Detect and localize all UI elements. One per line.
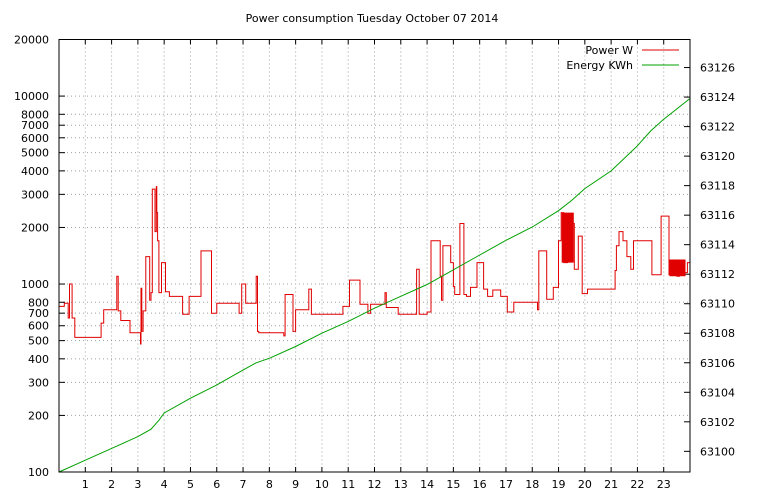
legend: Power W Energy KWh bbox=[566, 44, 679, 72]
y2-tick-label: 63122 bbox=[700, 121, 735, 134]
x-tick-label: 14 bbox=[420, 478, 434, 491]
x-tick-label: 19 bbox=[552, 478, 566, 491]
y2-tick-label: 63100 bbox=[700, 445, 735, 458]
x-tick-label: 15 bbox=[446, 478, 460, 491]
x-tick-label: 1 bbox=[82, 478, 89, 491]
x-tick-label: 9 bbox=[292, 478, 299, 491]
y2-tick-label: 63118 bbox=[700, 180, 735, 193]
y-tick-label: 400 bbox=[28, 353, 49, 366]
x-tick-label: 6 bbox=[213, 478, 220, 491]
x-tick-label: 7 bbox=[240, 478, 247, 491]
y2-tick-label: 63110 bbox=[700, 298, 735, 311]
y-tick-label: 1000 bbox=[21, 278, 49, 291]
y-tick-label: 6000 bbox=[21, 132, 49, 145]
y2-tick-label: 63120 bbox=[700, 150, 735, 163]
x-tick-label: 22 bbox=[630, 478, 644, 491]
power-spike-burst bbox=[561, 212, 574, 263]
x-tick-label: 10 bbox=[315, 478, 329, 491]
y-tick-label: 2000 bbox=[21, 221, 49, 234]
x-tick-label: 21 bbox=[604, 478, 618, 491]
y-tick-label: 10000 bbox=[14, 90, 49, 103]
x-tick-label: 8 bbox=[266, 478, 273, 491]
y2-tick-label: 63116 bbox=[700, 209, 735, 222]
y2-tick-label: 63114 bbox=[700, 239, 735, 252]
y2-tick-label: 63106 bbox=[700, 357, 735, 370]
y-tick-label: 600 bbox=[28, 320, 49, 333]
y-tick-label: 700 bbox=[28, 307, 49, 320]
x-tick-label: 17 bbox=[499, 478, 513, 491]
y2-tick-label: 63104 bbox=[700, 386, 735, 399]
y-tick-label: 800 bbox=[28, 296, 49, 309]
x-tick-label: 13 bbox=[394, 478, 408, 491]
power-spike-burst bbox=[669, 259, 686, 277]
y-tick-label: 7000 bbox=[21, 119, 49, 132]
grid bbox=[59, 39, 690, 473]
energy-series-line bbox=[58, 98, 691, 473]
x-tick-label: 23 bbox=[657, 478, 671, 491]
x-tick-label: 16 bbox=[473, 478, 487, 491]
y-tick-label: 5000 bbox=[21, 147, 49, 160]
power-series-line bbox=[59, 186, 690, 345]
x-tick-label: 20 bbox=[578, 478, 592, 491]
axes: 1 2 3 4 5 6 7 8 9 10 11 12 13 14 15 16 17 18 19 20 21 22 23100… bbox=[14, 34, 735, 492]
y2-tick-label: 63112 bbox=[700, 268, 735, 281]
y2-tick-label: 63124 bbox=[700, 91, 735, 104]
series-layer bbox=[58, 98, 691, 473]
x-tick-label: 3 bbox=[134, 478, 141, 491]
y-tick-label: 3000 bbox=[21, 188, 49, 201]
y-tick-label: 20000 bbox=[14, 34, 49, 47]
y-tick-label: 4000 bbox=[21, 165, 49, 178]
x-tick-label: 11 bbox=[341, 478, 355, 491]
x-tick-label: 2 bbox=[108, 478, 115, 491]
y-tick-label: 300 bbox=[28, 376, 49, 389]
y2-tick-label: 63102 bbox=[700, 416, 735, 429]
plot-frame bbox=[58, 39, 691, 473]
y-tick-label: 100 bbox=[28, 466, 49, 479]
y2-tick-label: 63108 bbox=[700, 327, 735, 340]
legend-label-power: Power W bbox=[585, 44, 633, 57]
x-tick-label: 12 bbox=[368, 478, 382, 491]
y-tick-label: 500 bbox=[28, 335, 49, 348]
y2-tick-label: 63126 bbox=[700, 62, 735, 75]
x-tick-label: 18 bbox=[525, 478, 539, 491]
y-tick-label: 8000 bbox=[21, 108, 49, 121]
chart-title: Power consumption Tuesday October 07 201… bbox=[246, 12, 499, 25]
x-tick-label: 4 bbox=[161, 478, 168, 491]
y-tick-label: 200 bbox=[28, 409, 49, 422]
x-tick-label: 5 bbox=[187, 478, 194, 491]
legend-label-energy: Energy KWh bbox=[566, 59, 633, 72]
